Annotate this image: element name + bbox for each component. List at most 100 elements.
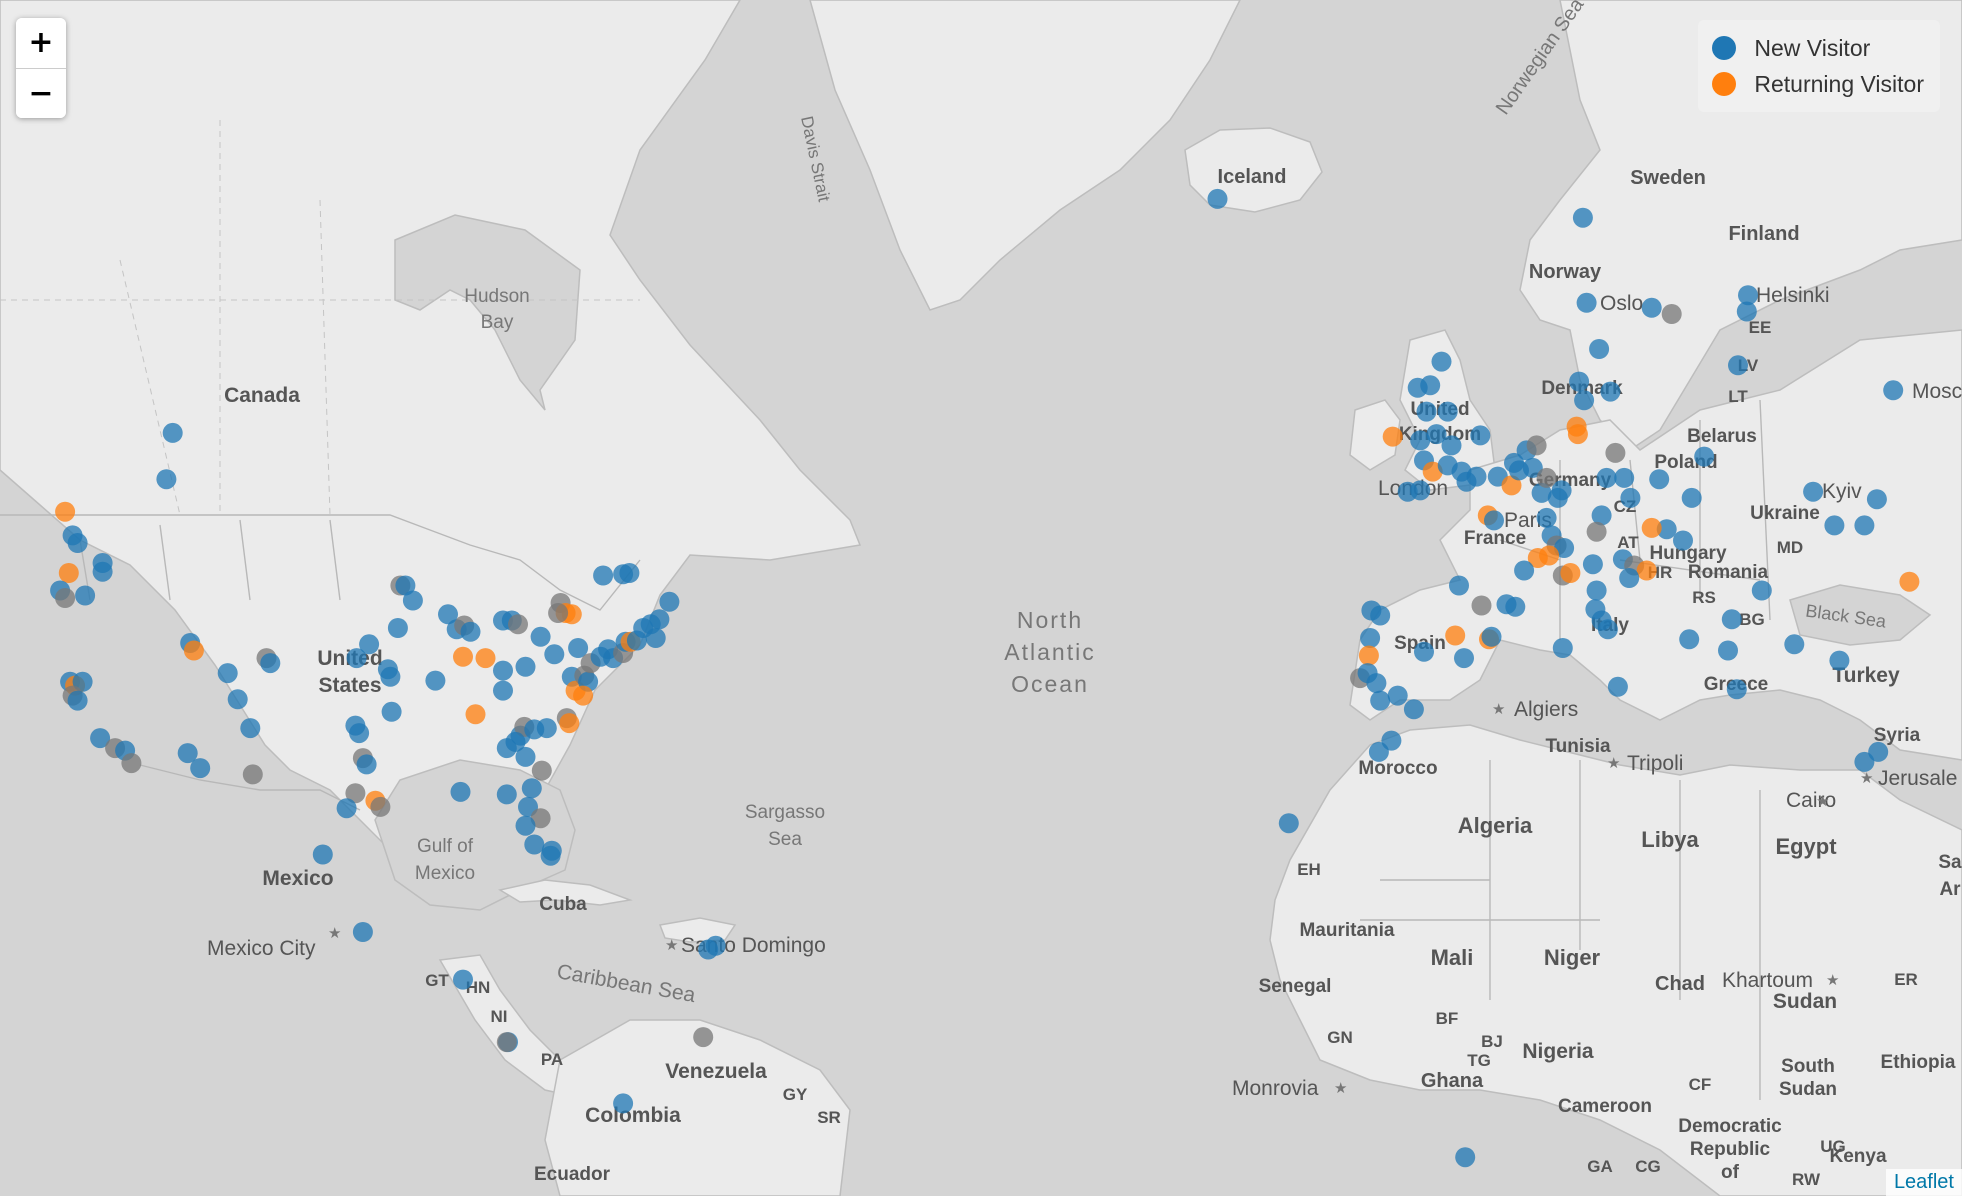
new-visitor-marker[interactable] bbox=[72, 671, 93, 692]
new-visitor-marker[interactable] bbox=[1420, 375, 1441, 396]
new-visitor-marker[interactable] bbox=[1441, 435, 1462, 456]
new-visitor-marker[interactable] bbox=[1591, 505, 1612, 526]
new-visitor-marker[interactable] bbox=[312, 844, 333, 865]
new-visitor-marker[interactable] bbox=[493, 680, 513, 701]
new-visitor-marker[interactable] bbox=[1416, 401, 1437, 422]
new-visitor-marker[interactable] bbox=[177, 743, 198, 764]
new-visitor-marker[interactable] bbox=[531, 760, 552, 781]
new-visitor-marker[interactable] bbox=[345, 783, 366, 804]
new-visitor-marker[interactable] bbox=[346, 648, 367, 669]
new-visitor-marker[interactable] bbox=[460, 621, 481, 642]
returning-visitor-marker[interactable] bbox=[1358, 645, 1379, 666]
new-visitor-marker[interactable] bbox=[645, 628, 666, 648]
new-visitor-marker[interactable] bbox=[515, 815, 536, 836]
new-visitor-marker[interactable] bbox=[1656, 519, 1677, 540]
new-visitor-marker[interactable] bbox=[541, 840, 562, 861]
new-visitor-marker[interactable] bbox=[1738, 285, 1758, 306]
new-visitor-marker[interactable] bbox=[1484, 510, 1504, 531]
new-visitor-marker[interactable] bbox=[1514, 560, 1535, 581]
new-visitor-marker[interactable] bbox=[1366, 673, 1387, 694]
new-visitor-marker[interactable] bbox=[593, 565, 614, 586]
new-visitor-marker[interactable] bbox=[1751, 580, 1772, 601]
new-visitor-marker[interactable] bbox=[1552, 638, 1573, 658]
new-visitor-marker[interactable] bbox=[75, 585, 96, 606]
new-visitor-marker[interactable] bbox=[90, 728, 111, 749]
returning-visitor-marker[interactable] bbox=[1382, 426, 1403, 447]
new-visitor-marker[interactable] bbox=[1454, 648, 1474, 669]
new-visitor-marker[interactable] bbox=[356, 754, 377, 775]
new-visitor-marker[interactable] bbox=[1681, 487, 1702, 508]
new-visitor-marker[interactable] bbox=[1607, 676, 1628, 697]
returning-visitor-marker[interactable] bbox=[55, 501, 76, 522]
returning-visitor-marker[interactable] bbox=[183, 640, 204, 661]
new-visitor-marker[interactable] bbox=[1718, 640, 1738, 661]
new-visitor-marker[interactable] bbox=[55, 588, 76, 608]
new-visitor-marker[interactable] bbox=[1582, 554, 1603, 575]
new-visitor-marker[interactable] bbox=[619, 563, 640, 583]
new-visitor-marker[interactable] bbox=[693, 1027, 714, 1048]
new-visitor-marker[interactable] bbox=[613, 1093, 634, 1114]
new-visitor-marker[interactable] bbox=[1620, 487, 1641, 508]
new-visitor-marker[interactable] bbox=[544, 644, 565, 665]
new-visitor-marker[interactable] bbox=[162, 422, 183, 443]
new-visitor-marker[interactable] bbox=[1410, 430, 1431, 451]
returning-visitor-marker[interactable] bbox=[559, 713, 580, 734]
new-visitor-marker[interactable] bbox=[370, 796, 391, 817]
new-visitor-marker[interactable] bbox=[1370, 605, 1391, 626]
new-visitor-marker[interactable] bbox=[1572, 207, 1593, 228]
new-visitor-marker[interactable] bbox=[1803, 481, 1824, 502]
new-visitor-marker[interactable] bbox=[156, 469, 177, 490]
new-visitor-marker[interactable] bbox=[1596, 467, 1617, 488]
new-visitor-marker[interactable] bbox=[1694, 446, 1715, 467]
returning-visitor-marker[interactable] bbox=[475, 648, 496, 669]
returning-visitor-marker[interactable] bbox=[1636, 560, 1657, 581]
new-visitor-marker[interactable] bbox=[1449, 575, 1469, 596]
new-visitor-marker[interactable] bbox=[530, 626, 551, 647]
new-visitor-marker[interactable] bbox=[190, 758, 211, 779]
new-visitor-marker[interactable] bbox=[1526, 435, 1547, 456]
new-visitor-marker[interactable] bbox=[1824, 515, 1845, 536]
new-visitor-marker[interactable] bbox=[1673, 530, 1693, 551]
new-visitor-marker[interactable] bbox=[67, 690, 88, 711]
new-visitor-marker[interactable] bbox=[1466, 466, 1487, 487]
new-visitor-marker[interactable] bbox=[1551, 480, 1572, 501]
returning-visitor-marker[interactable] bbox=[58, 563, 79, 583]
new-visitor-marker[interactable] bbox=[92, 561, 113, 582]
new-visitor-marker[interactable] bbox=[1496, 594, 1517, 615]
attribution-leaflet-link[interactable]: Leaflet bbox=[1893, 1171, 1954, 1193]
new-visitor-marker[interactable] bbox=[1368, 741, 1389, 762]
returning-visitor-marker[interactable] bbox=[1422, 461, 1443, 482]
new-visitor-marker[interactable] bbox=[1569, 371, 1590, 392]
new-visitor-marker[interactable] bbox=[1470, 425, 1491, 446]
new-visitor-marker[interactable] bbox=[1360, 628, 1381, 648]
new-visitor-marker[interactable] bbox=[359, 634, 380, 655]
new-visitor-marker[interactable] bbox=[1370, 690, 1391, 711]
new-visitor-marker[interactable] bbox=[381, 701, 402, 722]
new-visitor-marker[interactable] bbox=[1437, 401, 1458, 422]
new-visitor-marker[interactable] bbox=[402, 590, 423, 611]
new-visitor-marker[interactable] bbox=[1387, 685, 1408, 706]
returning-visitor-marker[interactable] bbox=[1501, 475, 1522, 496]
new-visitor-marker[interactable] bbox=[227, 689, 248, 710]
new-visitor-marker[interactable] bbox=[548, 603, 569, 623]
returning-visitor-marker[interactable] bbox=[1899, 571, 1920, 592]
new-visitor-marker[interactable] bbox=[352, 922, 373, 942]
new-visitor-marker[interactable] bbox=[242, 764, 263, 785]
returning-visitor-marker[interactable] bbox=[1445, 625, 1466, 646]
new-visitor-marker[interactable] bbox=[1854, 751, 1875, 772]
new-visitor-marker[interactable] bbox=[568, 638, 589, 658]
returning-visitor-marker[interactable] bbox=[1641, 517, 1662, 538]
new-visitor-marker[interactable] bbox=[649, 609, 670, 630]
new-visitor-marker[interactable] bbox=[1829, 650, 1850, 671]
new-visitor-marker[interactable] bbox=[1576, 292, 1597, 313]
zoom-in-button[interactable]: + bbox=[16, 18, 66, 68]
new-visitor-marker[interactable] bbox=[67, 533, 88, 553]
returning-visitor-marker[interactable] bbox=[1560, 563, 1581, 583]
new-visitor-marker[interactable] bbox=[1619, 568, 1640, 588]
zoom-out-button[interactable]: − bbox=[16, 68, 66, 118]
new-visitor-marker[interactable] bbox=[1784, 634, 1805, 655]
new-visitor-marker[interactable] bbox=[1403, 699, 1424, 720]
new-visitor-marker[interactable] bbox=[1278, 813, 1299, 834]
